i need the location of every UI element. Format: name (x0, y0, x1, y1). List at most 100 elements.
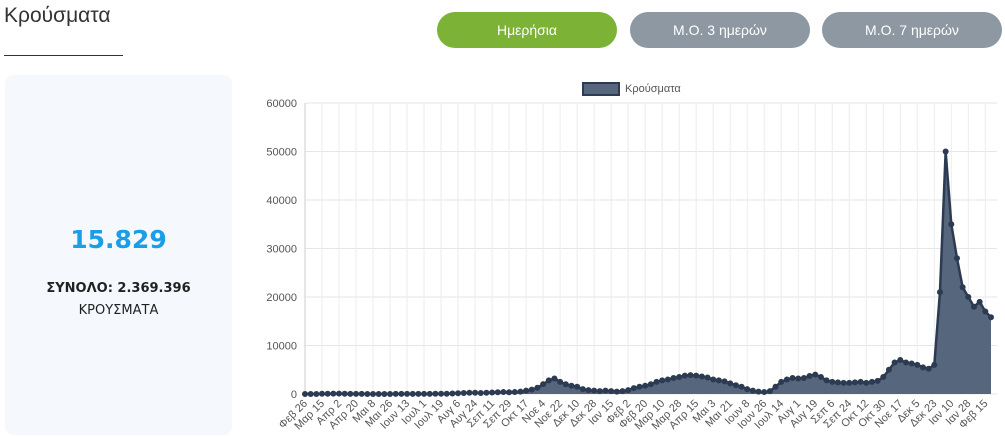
point (506, 389, 513, 396)
point (585, 387, 592, 394)
point (749, 387, 756, 394)
point (574, 383, 581, 390)
point (959, 284, 966, 291)
point (772, 383, 779, 390)
point (902, 359, 909, 366)
point (936, 289, 943, 296)
point (783, 376, 790, 383)
point (613, 388, 620, 395)
summary-panel: 15.829 ΣΥΝΟΛΟ: 2.369.396 ΚΡΟΥΣΜΑΤΑ (5, 75, 232, 435)
point (528, 386, 535, 393)
point (659, 377, 666, 384)
point (460, 390, 467, 397)
point (341, 390, 348, 397)
point (602, 387, 609, 394)
point (846, 379, 853, 386)
point (540, 381, 547, 388)
point (494, 389, 501, 396)
point (579, 386, 586, 393)
point (800, 374, 807, 381)
point (562, 381, 569, 388)
point (636, 383, 643, 390)
point (534, 384, 541, 391)
point (693, 372, 700, 379)
point (336, 390, 343, 397)
point (670, 374, 677, 381)
point (319, 390, 326, 397)
point (358, 390, 365, 397)
point (557, 378, 564, 385)
point (931, 361, 938, 368)
point (347, 390, 354, 397)
y-tick-label: 40000 (266, 195, 297, 207)
point (472, 389, 479, 396)
point (375, 390, 382, 397)
avg7-button[interactable]: Μ.Ο. 7 ημερών (822, 12, 1002, 48)
point (676, 374, 683, 381)
point (817, 374, 824, 381)
point (727, 380, 734, 387)
point (851, 379, 858, 386)
point (897, 357, 904, 364)
point (829, 378, 836, 385)
point (732, 382, 739, 389)
point (806, 373, 813, 380)
point (789, 374, 796, 381)
point (568, 382, 575, 389)
point (545, 377, 552, 384)
point (710, 376, 717, 383)
title-underline (4, 55, 123, 56)
point (721, 378, 728, 385)
y-tick-label: 10000 (266, 341, 297, 353)
point (438, 390, 445, 397)
point (642, 382, 649, 389)
point (415, 390, 422, 397)
point (630, 385, 637, 392)
point (704, 374, 711, 381)
point (761, 389, 768, 396)
point (976, 298, 983, 305)
point (353, 390, 360, 397)
point (868, 378, 875, 385)
y-tick-label: 60000 (266, 98, 297, 110)
point (392, 390, 399, 397)
point (755, 388, 762, 395)
point (387, 390, 394, 397)
point (942, 148, 949, 155)
point (908, 360, 915, 367)
point (874, 377, 881, 384)
point (698, 373, 705, 380)
point (511, 389, 518, 396)
point (812, 371, 819, 378)
legend-swatch (582, 82, 620, 96)
point (370, 390, 377, 397)
point (778, 378, 785, 385)
today-value: 15.829 (70, 225, 167, 254)
daily-button[interactable]: Ημερήσια (437, 12, 617, 48)
point (647, 381, 654, 388)
point (891, 359, 898, 366)
summary-label: ΚΡΟΥΣΜΑΤΑ (78, 303, 159, 318)
point (795, 375, 802, 382)
y-tick-label: 50000 (266, 147, 297, 159)
point (840, 379, 847, 386)
total-value: ΣΥΝΟΛΟ: 2.369.396 (46, 281, 191, 296)
point (455, 390, 462, 397)
point (591, 387, 598, 394)
point (608, 388, 615, 395)
point (302, 391, 308, 397)
point (925, 365, 932, 372)
point (715, 377, 722, 384)
point (880, 374, 887, 381)
point (596, 388, 603, 395)
point (489, 389, 496, 396)
avg3-button[interactable]: Μ.Ο. 3 ημερών (630, 12, 810, 48)
point (948, 221, 955, 228)
point (681, 372, 688, 379)
y-tick-label: 20000 (266, 292, 297, 304)
line (305, 151, 992, 396)
point (404, 390, 411, 397)
point (443, 390, 450, 397)
point (834, 379, 841, 386)
point (330, 390, 337, 397)
